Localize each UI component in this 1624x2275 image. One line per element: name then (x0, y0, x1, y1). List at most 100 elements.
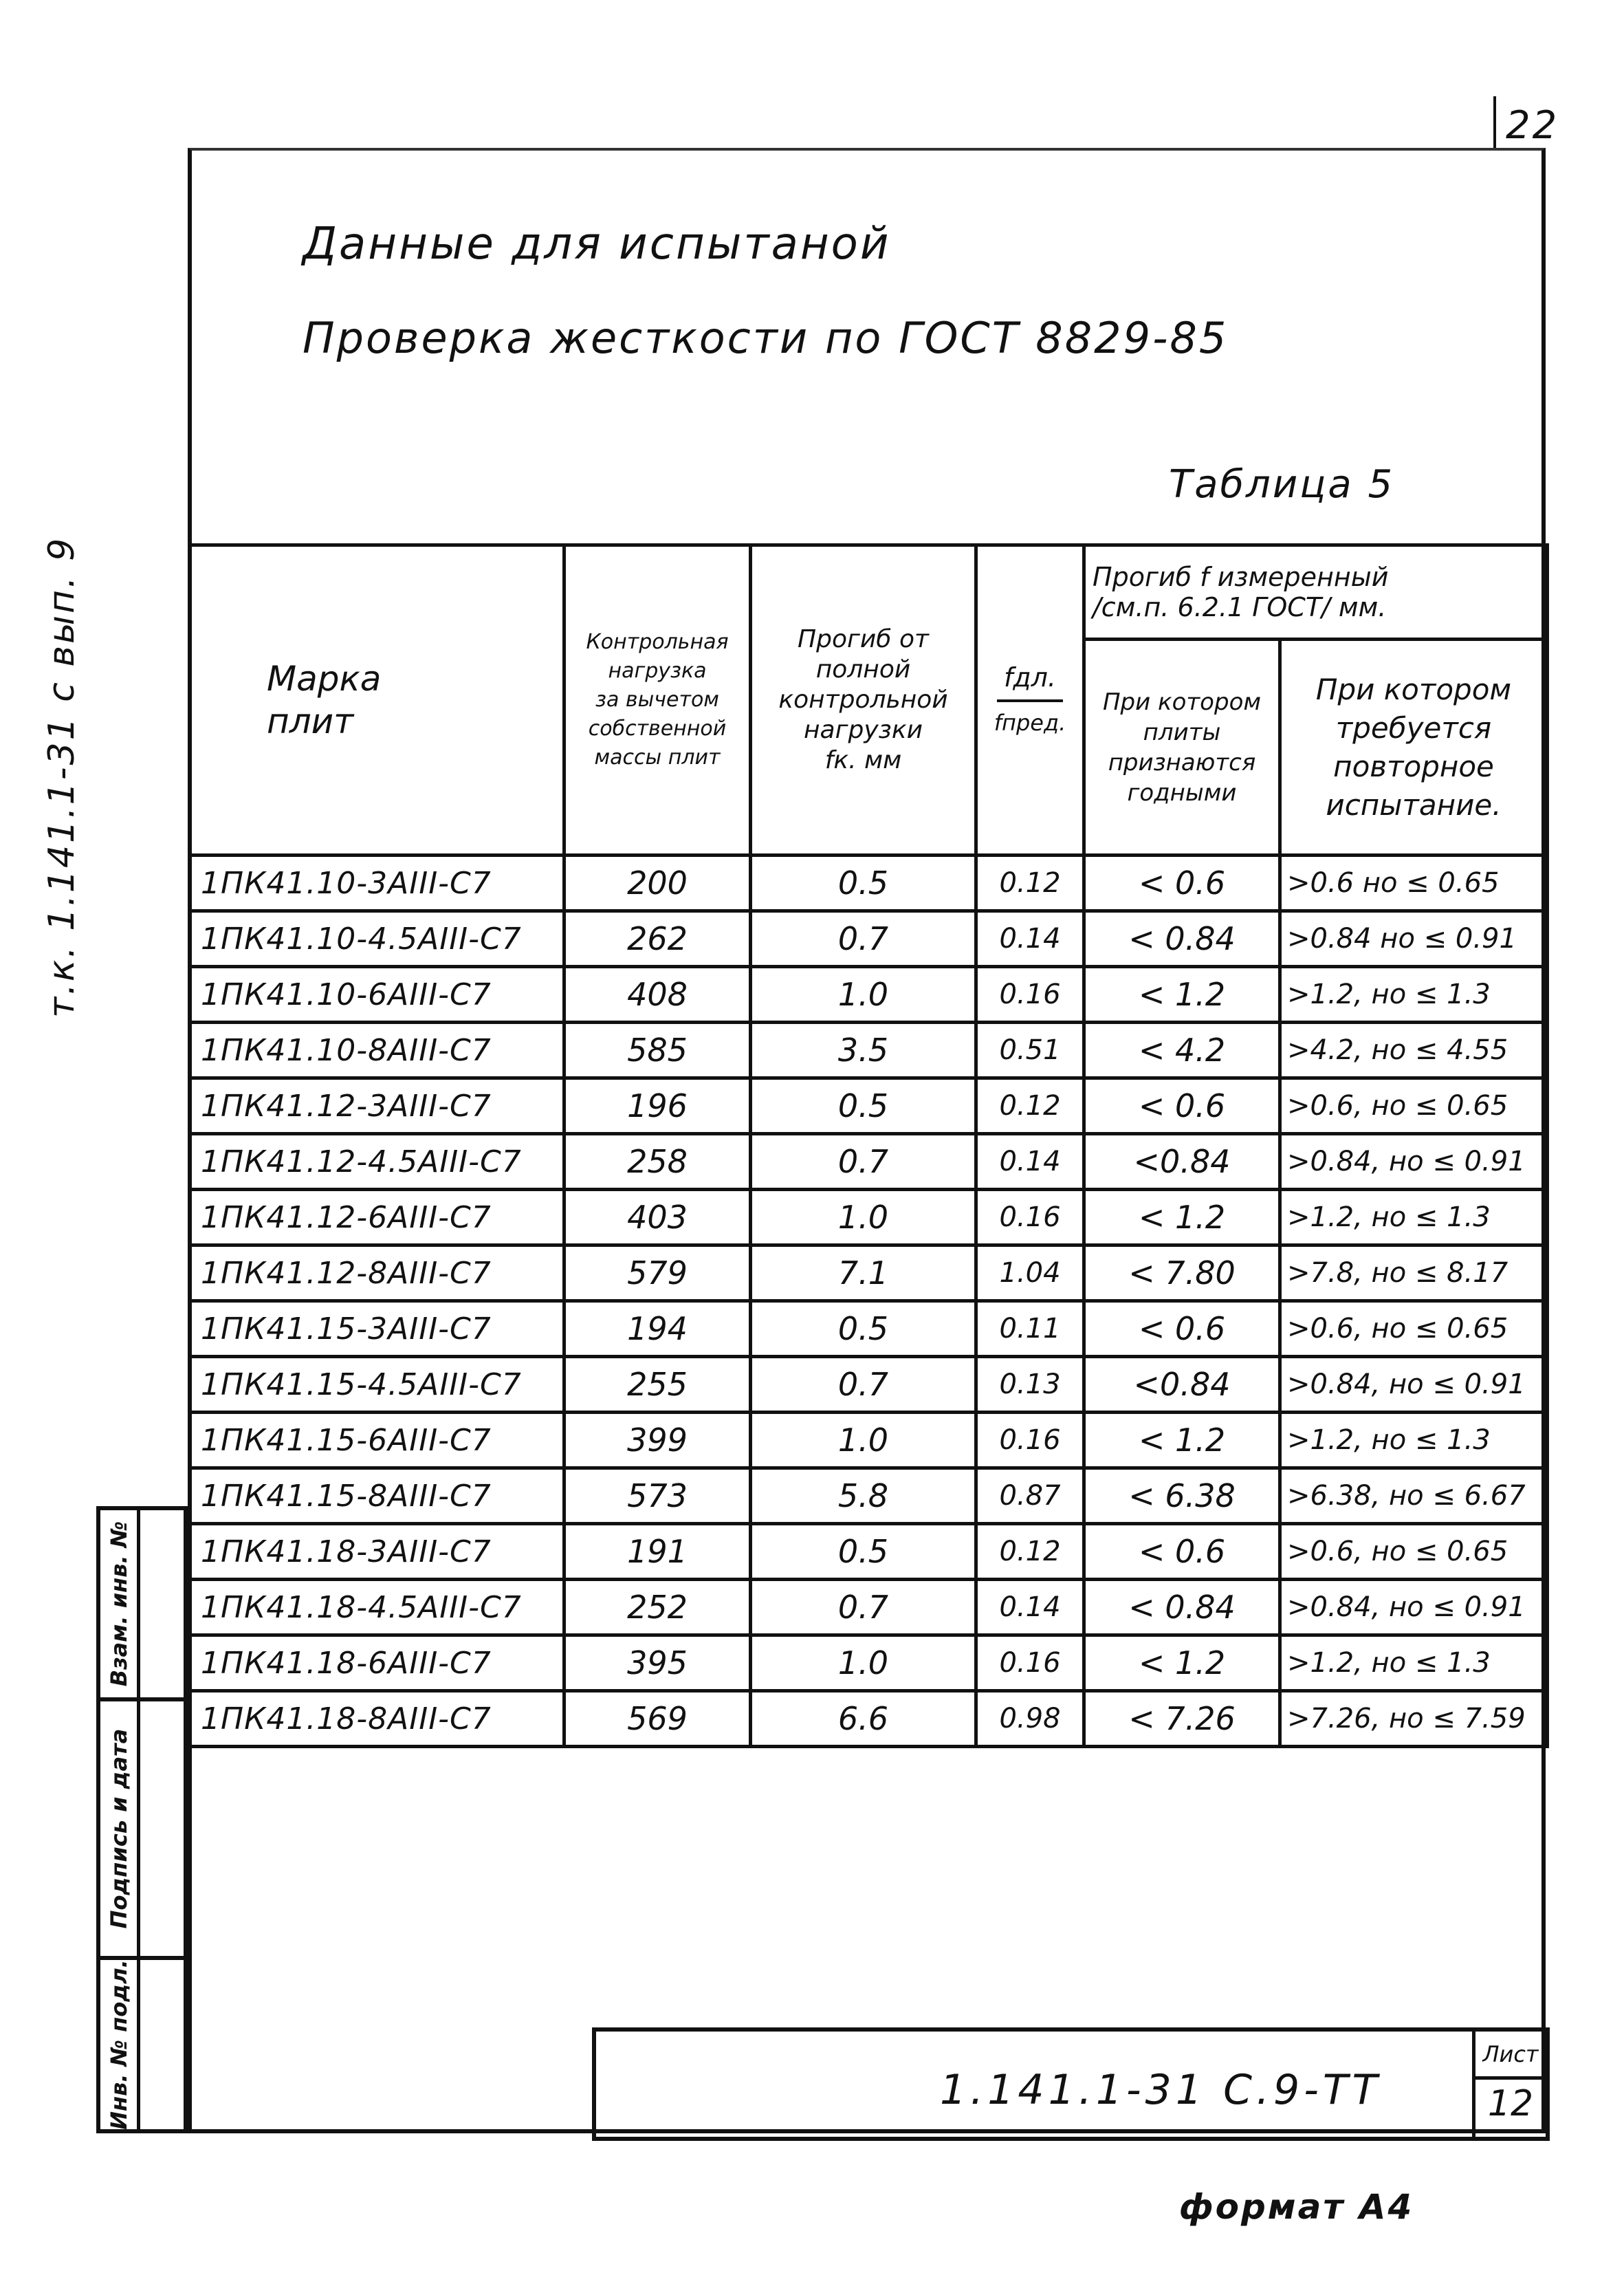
header-load-line: массы плит (594, 745, 721, 770)
cell-accepted: < 0.6 (1082, 1522, 1282, 1581)
cell-retest: >0.84, но ≤ 0.91 (1278, 1578, 1549, 1637)
table-row: 1ПК41.12-4.5АIII-С7 258 0.7 0.14 <0.84 >0.84,… (188, 1132, 1549, 1191)
table-row: 1ПК41.12-3АIII-С7 196 0.5 0.12 < 0.6 >0.6, но… (188, 1076, 1549, 1135)
ratio-fraction: fдл. fпред. (994, 662, 1066, 738)
cell-accepted: < 0.6 (1082, 1076, 1282, 1135)
table-row: 1ПК41.15-8АIII-С7 573 5.8 0.87 < 6.38 >6.38, … (188, 1466, 1549, 1525)
title-block: 1.141.1-31 С.9-ТТ Лист 12 (592, 2027, 1550, 2141)
cell-load: 191 (562, 1522, 752, 1581)
table-row: 1ПК41.10-6АIII-С7 408 1.0 0.16 < 1.2 >1.2, но… (188, 965, 1549, 1024)
cell-mark: 1ПК41.18-4.5АIII-С7 (188, 1578, 566, 1637)
header-accepted: При котором плиты признаются годными (1082, 638, 1282, 857)
stamp-signature-date-label: Подпись и дата (105, 1728, 132, 1929)
cell-ratio: 0.11 (974, 1299, 1086, 1358)
cell-mark: 1ПК41.18-8АIII-С7 (188, 1689, 566, 1748)
cell-deflection: 1.0 (749, 1411, 978, 1470)
stamp-label-cell: Подпись и дата (100, 1701, 140, 1956)
cell-mark: 1ПК41.12-6АIII-С7 (188, 1188, 566, 1247)
cell-ratio: 1.04 (974, 1243, 1086, 1303)
cell-retest: >0.84, но ≤ 0.91 (1278, 1355, 1549, 1414)
cell-accepted: < 0.84 (1082, 909, 1282, 968)
cell-deflection: 0.7 (749, 1355, 978, 1414)
header-load-line: Контрольная (586, 630, 729, 654)
cell-ratio: 0.12 (974, 1522, 1086, 1581)
table-row: 1ПК41.12-8АIII-С7 579 7.1 1.04 < 7.80 >7.8, н… (188, 1243, 1549, 1303)
cell-load: 585 (562, 1021, 752, 1080)
cell-retest: >7.26, но ≤ 7.59 (1278, 1689, 1549, 1748)
cell-accepted: < 6.38 (1082, 1466, 1282, 1525)
sheet-label: Лист (1475, 2032, 1546, 2080)
cell-accepted: < 1.2 (1082, 1633, 1282, 1692)
cell-load: 573 (562, 1466, 752, 1525)
table-row: 1ПК41.18-8АIII-С7 569 6.6 0.98 < 7.26 >7.26, … (188, 1689, 1549, 1748)
cell-ratio: 0.13 (974, 1355, 1086, 1414)
table-row: 1ПК41.12-6АIII-С7 403 1.0 0.16 < 1.2 >1.2, но… (188, 1188, 1549, 1247)
cell-deflection: 0.7 (749, 1578, 978, 1637)
cell-load: 258 (562, 1132, 752, 1191)
cell-deflection: 0.5 (749, 1522, 978, 1581)
cell-retest: >4.2, но ≤ 4.55 (1278, 1021, 1549, 1080)
cell-load: 255 (562, 1355, 752, 1414)
cell-retest: >0.6, но ≤ 0.65 (1278, 1299, 1549, 1358)
document-subtitle: Проверка жесткости по ГОСТ 8829-85 (303, 313, 1229, 363)
ratio-denominator: fпред. (994, 710, 1066, 736)
header-deflection-line: fк. мм (824, 746, 902, 774)
cell-mark: 1ПК41.18-6АIII-С7 (188, 1633, 566, 1692)
cell-mark: 1ПК41.15-3АIII-С7 (188, 1299, 566, 1358)
cell-accepted: <0.84 (1082, 1355, 1282, 1414)
cell-load: 399 (562, 1411, 752, 1470)
cell-ratio: 0.14 (974, 909, 1086, 968)
cell-load: 408 (562, 965, 752, 1024)
header-retest: При котором требуется повторное испытани… (1278, 638, 1549, 857)
cell-accepted: < 7.80 (1082, 1243, 1282, 1303)
header-deflection-line: полной (815, 655, 911, 684)
cell-ratio: 0.98 (974, 1689, 1086, 1748)
cell-deflection: 5.8 (749, 1466, 978, 1525)
header-accepted-line: годными (1127, 779, 1237, 807)
cell-deflection: 7.1 (749, 1243, 978, 1303)
cell-ratio: 0.16 (974, 1633, 1086, 1692)
cell-accepted: < 0.6 (1082, 1299, 1282, 1358)
cell-load: 395 (562, 1633, 752, 1692)
side-document-code: т.к. 1.141.1-31 с вып. 9 (41, 536, 83, 1018)
sheet-number: 12 (1487, 2083, 1534, 2124)
cell-retest: >0.84, но ≤ 0.91 (1278, 1132, 1549, 1191)
document-code: 1.141.1-31 С.9-ТТ (940, 2066, 1382, 2114)
table-body: 1ПК41.10-3АIII-С7 200 0.5 0.12 < 0.6 >0.6 но … (188, 853, 1549, 1748)
cell-ratio: 0.51 (974, 1021, 1086, 1080)
page-number: 22 (1506, 103, 1559, 148)
cell-ratio: 0.14 (974, 1578, 1086, 1637)
cell-mark: 1ПК41.12-3АIII-С7 (188, 1076, 566, 1135)
cell-load: 200 (562, 853, 752, 913)
cell-deflection: 1.0 (749, 965, 978, 1024)
header-deflection-full: Прогиб от полной контрольной нагрузки fк… (749, 543, 978, 857)
stamp-original-inv-label: Инв. № подл. (105, 1959, 132, 2130)
document-title: Данные для испытаной (303, 219, 891, 270)
table-row: 1ПК41.18-3АIII-С7 191 0.5 0.12 < 0.6 >0.6, но… (188, 1522, 1549, 1581)
cell-retest: >0.6, но ≤ 0.65 (1278, 1522, 1549, 1581)
cell-ratio: 0.16 (974, 965, 1086, 1024)
cell-accepted: < 1.2 (1082, 1411, 1282, 1470)
header-accepted-line: При котором (1102, 688, 1262, 716)
header-retest-line: повторное (1333, 749, 1494, 783)
header-deflection-line: нагрузки (804, 716, 923, 744)
stamp-replacement-inv-label: Взам. инв. № (105, 1521, 132, 1687)
cell-mark: 1ПК41.18-3АIII-С7 (188, 1522, 566, 1581)
cell-deflection: 0.7 (749, 1132, 978, 1191)
cell-accepted: < 0.84 (1082, 1578, 1282, 1637)
cell-deflection: 1.0 (749, 1188, 978, 1247)
cell-retest: >0.6 но ≤ 0.65 (1278, 853, 1549, 913)
table-row: 1ПК41.18-4.5АIII-С7 252 0.7 0.14 < 0.84 >0.84… (188, 1578, 1549, 1637)
cell-load: 403 (562, 1188, 752, 1247)
table-label: Таблица 5 (1169, 462, 1395, 507)
cell-deflection: 0.5 (749, 1076, 978, 1135)
header-mark: Марка плит (188, 543, 566, 857)
sheet-cell: Лист 12 (1472, 2032, 1546, 2137)
cell-load: 252 (562, 1578, 752, 1637)
table-row: 1ПК41.15-3АIII-С7 194 0.5 0.11 < 0.6 >0.6, но… (188, 1299, 1549, 1358)
stamp-label-cell: Взам. инв. № (100, 1510, 140, 1697)
stamp-original-inv: Инв. № подл. (96, 1956, 188, 2133)
cell-mark: 1ПК41.15-4.5АIII-С7 (188, 1355, 566, 1414)
table-row: 1ПК41.15-6АIII-С7 399 1.0 0.16 < 1.2 >1.2, но… (188, 1411, 1549, 1470)
cell-retest: >1.2, но ≤ 1.3 (1278, 1633, 1549, 1692)
